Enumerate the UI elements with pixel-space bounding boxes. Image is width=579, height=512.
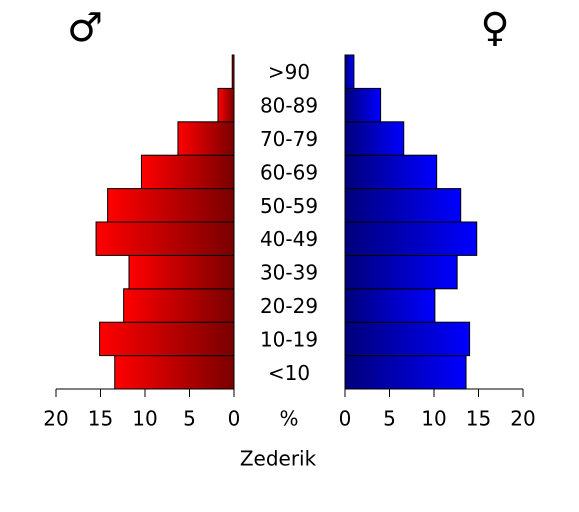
bar (344, 54, 355, 89)
category-label: <10 (268, 361, 310, 385)
x-tick-label: 10 (421, 407, 446, 431)
x-tick-label: 10 (132, 407, 157, 431)
x-tick-label: 0 (339, 407, 352, 431)
bar (177, 121, 235, 156)
center-label: % (279, 407, 298, 431)
bar (344, 154, 438, 190)
bar (344, 87, 382, 123)
category-label: 80-89 (260, 94, 318, 118)
category-label: 30-39 (260, 261, 318, 285)
bar (114, 355, 235, 390)
bar (99, 321, 235, 357)
category-label: >90 (268, 60, 310, 84)
bar (95, 221, 235, 256)
bar (123, 288, 235, 323)
bar (344, 221, 478, 256)
bar (128, 254, 235, 290)
bar (344, 254, 458, 290)
category-label: 40-49 (260, 227, 318, 251)
x-tick-label: 20 (510, 407, 535, 431)
bar (231, 54, 235, 89)
legend-symbol: ♂ (67, 5, 103, 51)
category-label: 20-29 (260, 294, 318, 318)
bar (140, 154, 235, 190)
x-tick-label: 15 (466, 407, 491, 431)
category-label: 60-69 (260, 160, 318, 184)
legend-symbol: ♀ (480, 5, 509, 51)
category-label: 10-19 (260, 327, 318, 351)
x-tick-label: 20 (43, 407, 68, 431)
bar (344, 188, 462, 223)
category-label: 70-79 (260, 127, 318, 151)
category-label: 50-59 (260, 194, 318, 218)
bar (344, 355, 467, 390)
bar (217, 87, 235, 123)
x-tick-label: 5 (183, 407, 196, 431)
bar (344, 121, 405, 156)
x-axis-label: Zederik (240, 447, 317, 471)
bar (344, 288, 436, 323)
bar (344, 321, 471, 357)
x-tick-label: 0 (228, 407, 241, 431)
bar (107, 188, 235, 223)
x-tick-label: 15 (88, 407, 113, 431)
x-tick-label: 5 (383, 407, 396, 431)
